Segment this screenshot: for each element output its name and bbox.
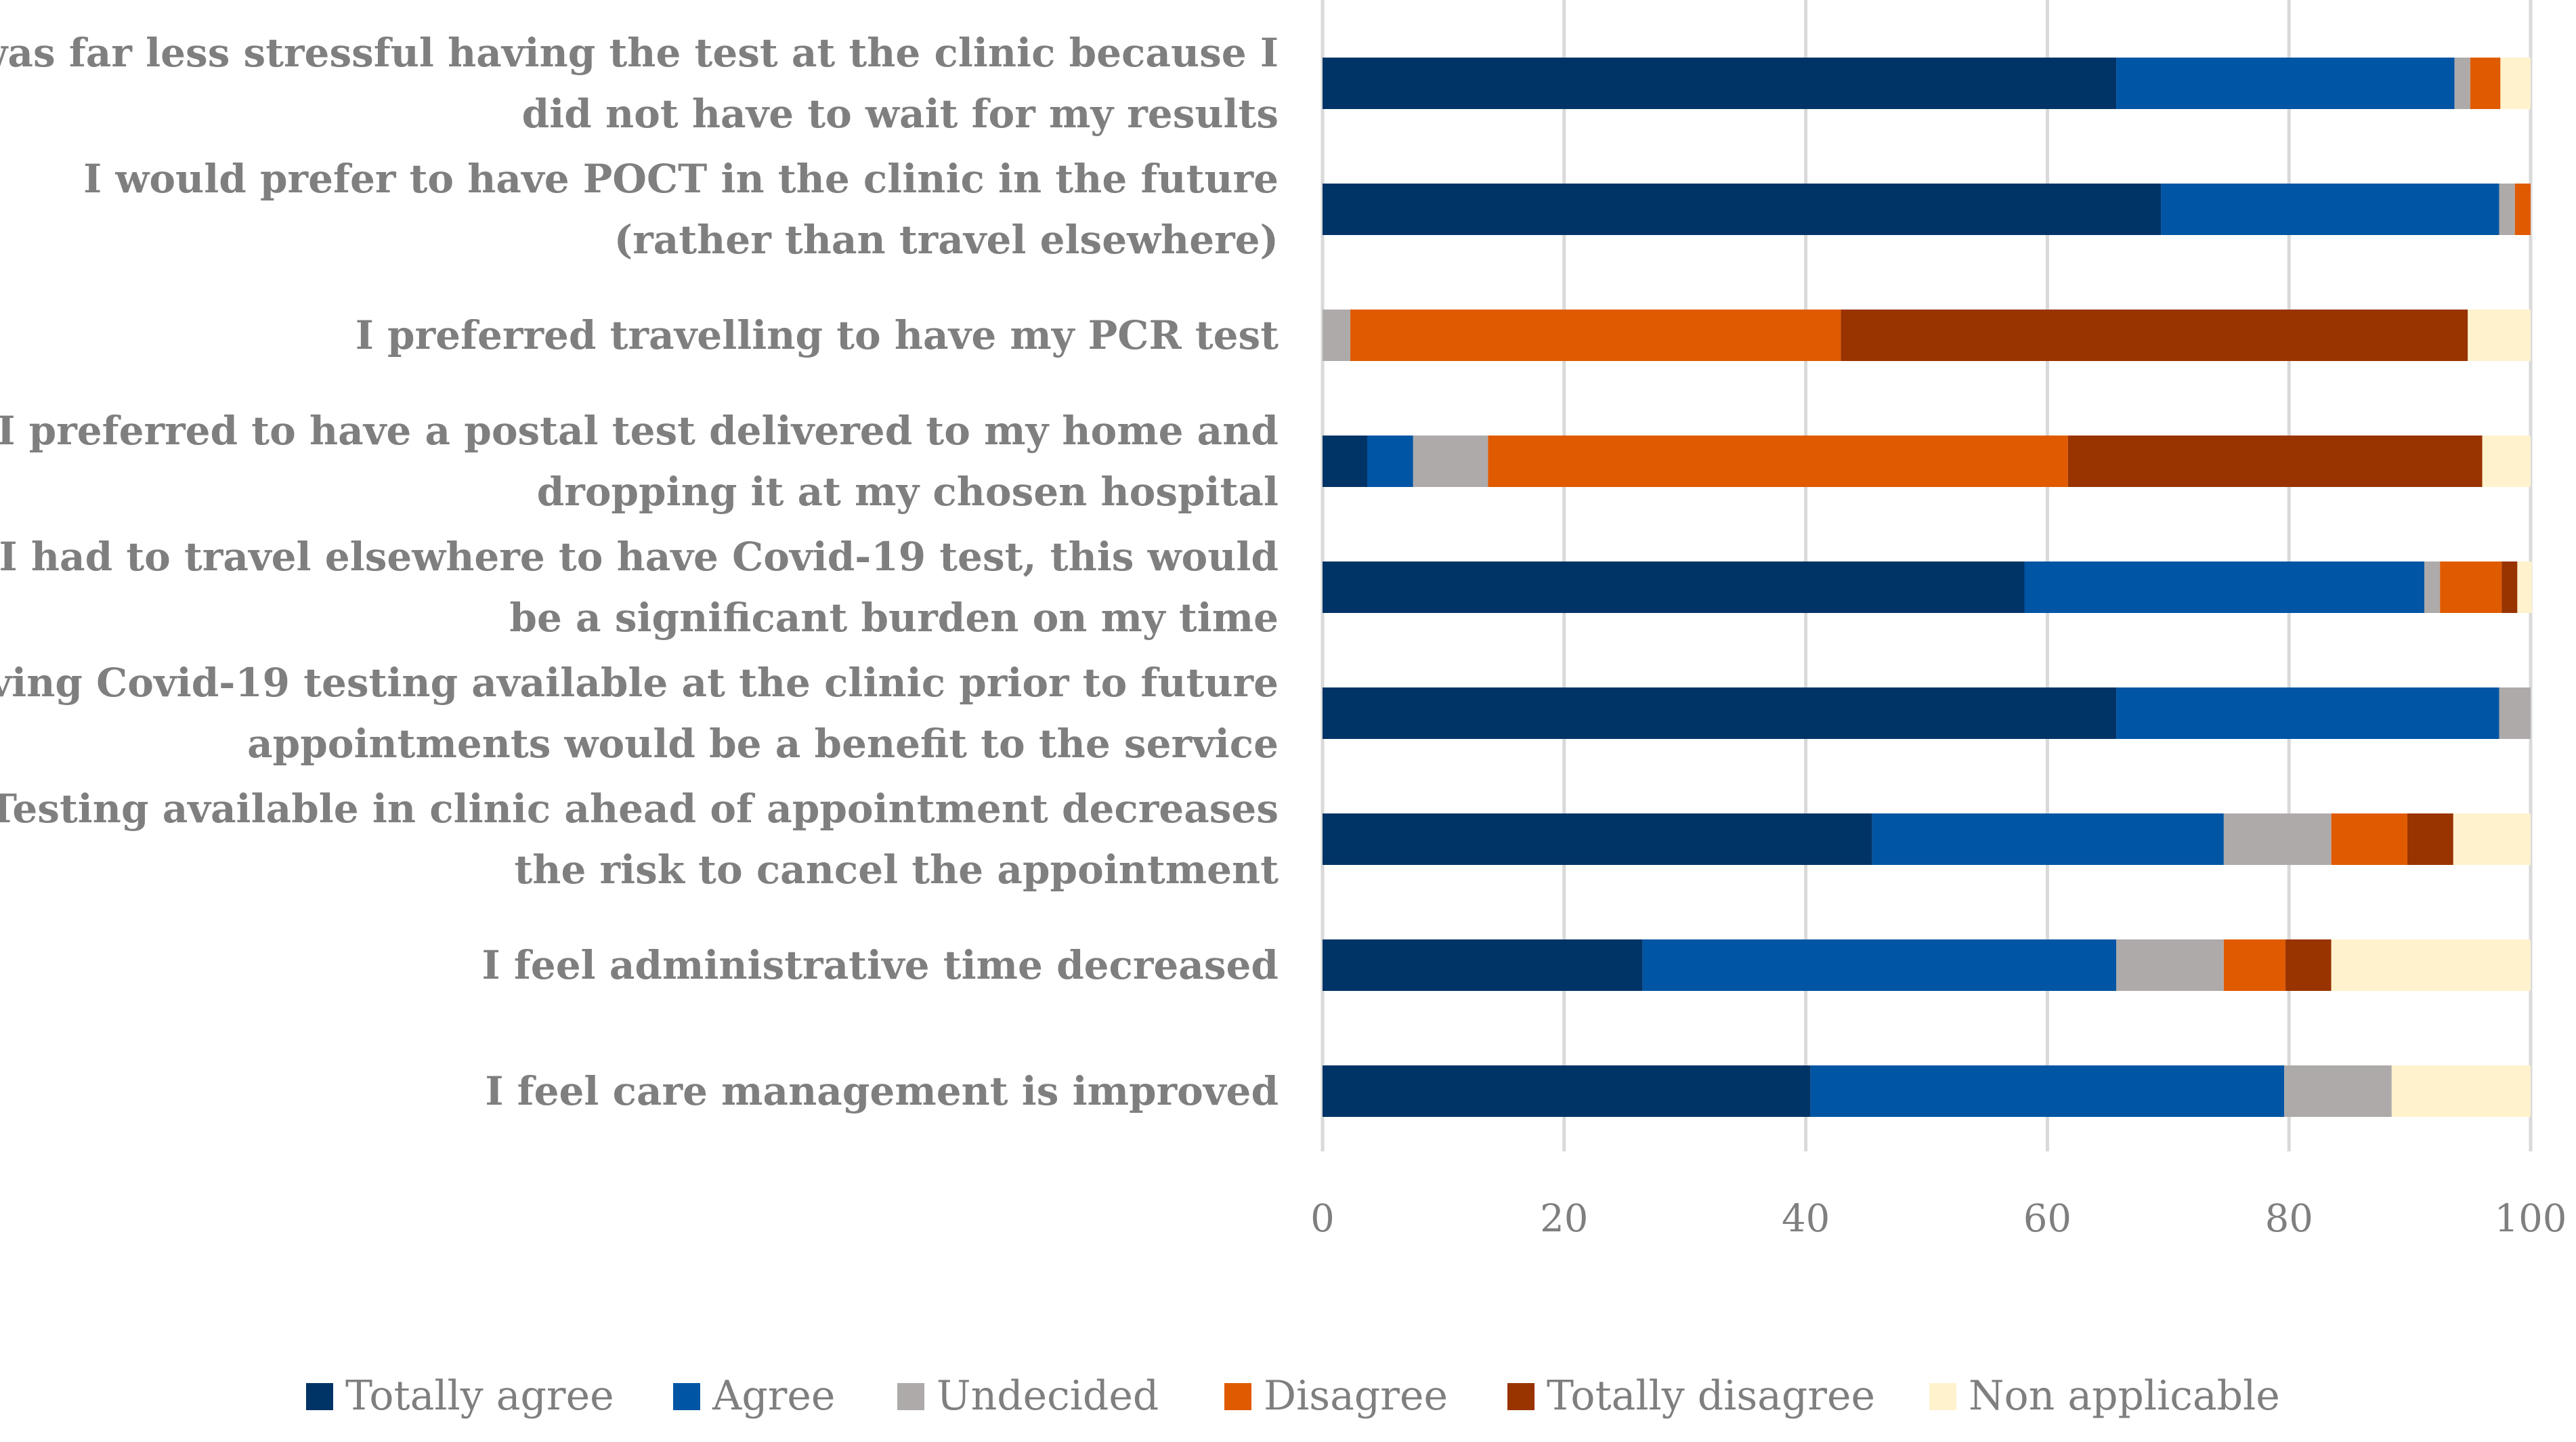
bar-segment-7-undecided <box>2223 813 2332 865</box>
category-label-4-line-2: dropping it at my chosen hospital <box>537 469 1279 515</box>
bar-segment-5-non-applicable <box>2517 561 2532 613</box>
legend-label-disagree: Disagree <box>1264 1372 1448 1420</box>
legend-swatch-undecided <box>897 1383 924 1410</box>
x-tick-label-20: 20 <box>1540 1197 1588 1241</box>
bar-segment-3-undecided <box>1323 310 1351 361</box>
category-label-7-line-2: the risk to cancel the appointment <box>514 847 1279 893</box>
category-label-1-line-1: It was far less stressful having the tes… <box>0 30 1279 76</box>
x-axis-ticks: 0 20 40 60 80 100 <box>1310 1197 2567 1241</box>
bar-segment-4-totally-agree <box>1323 436 1368 487</box>
legend-swatch-totally-agree <box>306 1383 333 1410</box>
bar-segment-5-totally-disagree <box>2502 561 2518 613</box>
bar-segment-4-non-applicable <box>2482 436 2531 487</box>
bar-segment-6-totally-agree <box>1323 687 2117 739</box>
bar-segment-8-non-applicable <box>2331 939 2531 991</box>
bar-segment-3-disagree <box>1350 310 1841 361</box>
legend-label-non-applicable: Non applicable <box>1969 1372 2280 1420</box>
category-label-5-line-1: If I had to travel elsewhere to have Cov… <box>0 534 1279 580</box>
legend-swatch-non-applicable <box>1929 1383 1956 1410</box>
bar-segment-7-agree <box>1872 813 2224 865</box>
category-label-8-line-1: I feel administrative time decreased <box>482 942 1279 988</box>
bar-segment-9-non-applicable <box>2391 1065 2531 1117</box>
x-tick-label-80: 80 <box>2265 1197 2313 1241</box>
bar-segment-6-agree <box>2116 687 2499 739</box>
bar-segment-8-disagree <box>2223 939 2285 991</box>
bar-segment-4-agree <box>1367 436 1413 487</box>
bar-segment-2-disagree <box>2514 184 2531 235</box>
x-tick-label-100: 100 <box>2495 1197 2567 1241</box>
bar-segment-9-agree <box>1810 1065 2285 1117</box>
category-label-3-line-1: I preferred travelling to have my PCR te… <box>356 312 1279 358</box>
bar-segment-1-agree <box>2116 58 2455 109</box>
bar-segment-5-undecided <box>2424 561 2441 613</box>
bar-segment-7-disagree <box>2331 813 2408 865</box>
bar-segment-2-undecided <box>2499 184 2515 235</box>
legend-swatch-totally-disagree <box>1507 1383 1534 1410</box>
bar-segment-5-agree <box>2024 561 2425 613</box>
x-tick-label-60: 60 <box>2023 1197 2071 1241</box>
legend-label-undecided: Undecided <box>937 1372 1159 1420</box>
bar-segment-5-disagree <box>2440 561 2502 613</box>
category-label-4-line-1: I preferred to have a postal test delive… <box>0 408 1279 454</box>
category-label-2-line-2: (rather than travel elsewhere) <box>614 217 1279 263</box>
bar-segment-2-agree <box>2161 184 2499 235</box>
bar-segment-1-non-applicable <box>2500 58 2531 109</box>
bar-segment-3-totally-disagree <box>1841 310 2468 361</box>
legend-label-agree: Agree <box>712 1372 835 1420</box>
bar-segment-3-non-applicable <box>2468 310 2531 361</box>
category-label-9-line-1: I feel care management is improved <box>485 1068 1279 1114</box>
bar-segment-5-totally-agree <box>1323 561 2025 613</box>
bar-segment-4-undecided <box>1413 436 1488 487</box>
bar-segment-7-totally-disagree <box>2407 813 2453 865</box>
bar-segment-8-totally-disagree <box>2285 939 2332 991</box>
category-label-1-line-2: did not have to wait for my results <box>522 91 1279 137</box>
category-label-6-line-1: Having Covid-19 testing available at the… <box>0 660 1279 706</box>
bar-segment-1-disagree <box>2470 58 2501 109</box>
bar-segment-4-totally-disagree <box>2067 436 2483 487</box>
bar-segment-8-undecided <box>2116 939 2224 991</box>
category-label-7-line-1: Testing available in clinic ahead of app… <box>0 786 1279 832</box>
bar-segment-1-totally-agree <box>1323 58 2117 109</box>
category-label-6-line-2: appointments would be a benefit to the s… <box>247 721 1279 767</box>
bar-segment-8-agree <box>1642 939 2117 991</box>
bar-segment-7-totally-agree <box>1323 813 1872 865</box>
bar-segment-2-totally-agree <box>1323 184 2162 235</box>
bar-segment-1-undecided <box>2454 58 2470 109</box>
category-labels: It was far less stressful having the tes… <box>0 30 1279 1114</box>
bar-segment-4-disagree <box>1488 436 2068 487</box>
category-label-5-line-2: be a significant burden on my time <box>509 595 1279 641</box>
legend-swatch-agree <box>673 1383 700 1410</box>
legend-label-totally-disagree: Totally disagree <box>1547 1372 1875 1420</box>
legend-label-totally-agree: Totally agree <box>345 1372 614 1420</box>
bar-segment-7-non-applicable <box>2453 813 2531 865</box>
x-tick-label-0: 0 <box>1310 1197 1335 1241</box>
x-tick-label-40: 40 <box>1782 1197 1830 1241</box>
legend: Totally agree Agree Undecided Disagree Total… <box>306 1372 2280 1420</box>
bar-segment-6-undecided <box>2499 687 2531 739</box>
bar-segment-8-totally-agree <box>1323 939 1643 991</box>
bar-segment-9-undecided <box>2284 1065 2392 1117</box>
bars <box>1323 58 2532 1117</box>
bar-segment-9-totally-agree <box>1323 1065 1811 1117</box>
legend-swatch-disagree <box>1224 1383 1251 1410</box>
category-label-2-line-1: I would prefer to have POCT in the clini… <box>83 156 1279 202</box>
